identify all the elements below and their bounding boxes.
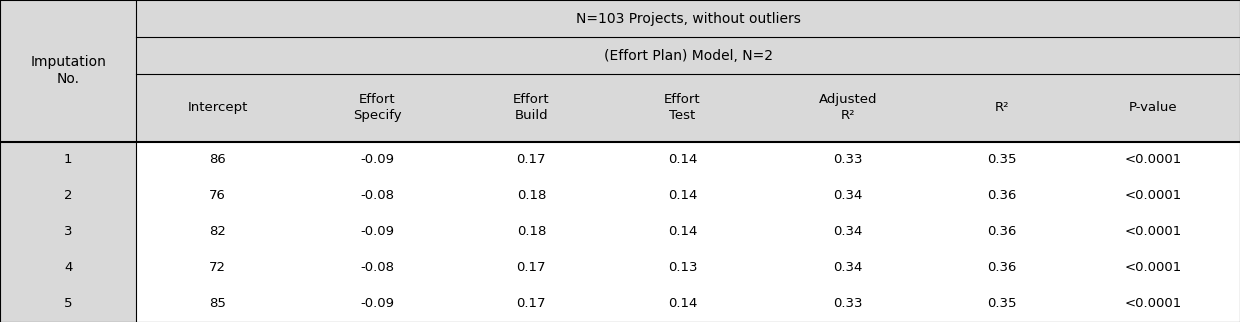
Text: 86: 86: [210, 153, 226, 166]
Text: 76: 76: [210, 189, 226, 202]
Text: 0.17: 0.17: [517, 261, 546, 274]
Text: -0.08: -0.08: [361, 189, 394, 202]
Text: 0.34: 0.34: [833, 189, 863, 202]
Bar: [136, 142, 1240, 322]
Text: 0.17: 0.17: [517, 153, 546, 166]
Text: 0.13: 0.13: [667, 261, 697, 274]
Text: (Effort Plan) Model, N=2: (Effort Plan) Model, N=2: [604, 49, 773, 62]
Text: 0.36: 0.36: [987, 189, 1017, 202]
Text: 0.36: 0.36: [987, 261, 1017, 274]
Text: -0.09: -0.09: [361, 225, 394, 238]
Text: <0.0001: <0.0001: [1125, 153, 1182, 166]
Text: 72: 72: [210, 261, 226, 274]
Text: 0.33: 0.33: [833, 153, 863, 166]
Text: 2: 2: [64, 189, 72, 202]
Text: 0.34: 0.34: [833, 225, 863, 238]
Text: 1: 1: [64, 153, 72, 166]
Text: 0.17: 0.17: [517, 298, 546, 310]
Text: Imputation
No.: Imputation No.: [30, 55, 107, 87]
Text: P-value: P-value: [1128, 101, 1177, 114]
Text: <0.0001: <0.0001: [1125, 189, 1182, 202]
Text: 0.14: 0.14: [667, 225, 697, 238]
Text: 0.14: 0.14: [667, 153, 697, 166]
Text: <0.0001: <0.0001: [1125, 261, 1182, 274]
Text: 3: 3: [64, 225, 72, 238]
Text: 4: 4: [64, 261, 72, 274]
Text: Effort
Test: Effort Test: [665, 93, 701, 122]
Text: 0.18: 0.18: [517, 225, 546, 238]
Bar: [0, 0, 136, 322]
Text: -0.09: -0.09: [361, 153, 394, 166]
Text: 0.14: 0.14: [667, 298, 697, 310]
Text: <0.0001: <0.0001: [1125, 225, 1182, 238]
Text: -0.09: -0.09: [361, 298, 394, 310]
Text: 0.18: 0.18: [517, 189, 546, 202]
Text: -0.08: -0.08: [361, 261, 394, 274]
Text: 0.35: 0.35: [987, 153, 1017, 166]
Text: 5: 5: [64, 298, 72, 310]
Text: Adjusted
R²: Adjusted R²: [818, 93, 877, 122]
Text: 82: 82: [210, 225, 226, 238]
Text: Effort
Build: Effort Build: [513, 93, 549, 122]
Text: 85: 85: [210, 298, 226, 310]
Text: <0.0001: <0.0001: [1125, 298, 1182, 310]
Text: 0.36: 0.36: [987, 225, 1017, 238]
Text: 0.14: 0.14: [667, 189, 697, 202]
Text: 0.33: 0.33: [833, 298, 863, 310]
Text: N=103 Projects, without outliers: N=103 Projects, without outliers: [575, 12, 801, 25]
Text: 0.35: 0.35: [987, 298, 1017, 310]
Text: 0.34: 0.34: [833, 261, 863, 274]
Text: Intercept: Intercept: [187, 101, 248, 114]
Bar: [136, 0, 1240, 142]
Text: Effort
Specify: Effort Specify: [353, 93, 402, 122]
Text: R²: R²: [994, 101, 1009, 114]
